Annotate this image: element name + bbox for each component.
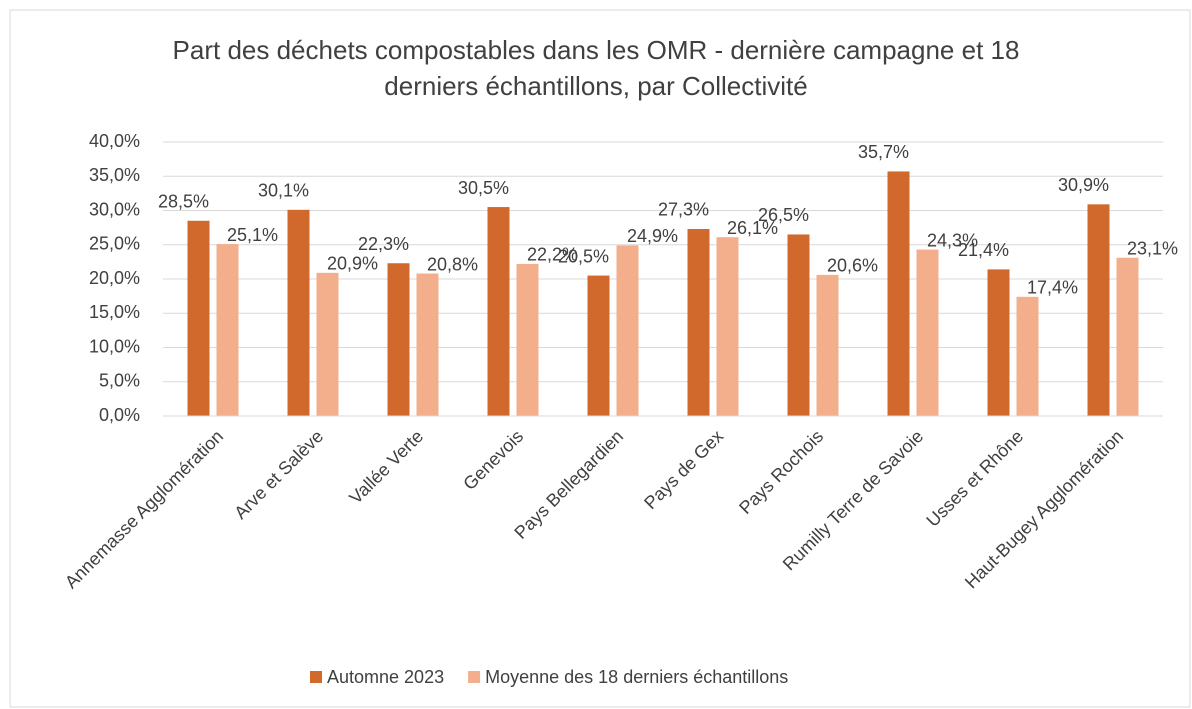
bar bbox=[1016, 296, 1039, 416]
bar bbox=[916, 249, 939, 416]
data-label: 20,6% bbox=[827, 256, 878, 276]
y-tick-label: 15,0% bbox=[89, 302, 140, 322]
data-label: 27,3% bbox=[658, 200, 709, 220]
data-label: 26,1% bbox=[727, 218, 778, 238]
bar bbox=[616, 245, 639, 416]
y-tick-label: 40,0% bbox=[89, 131, 140, 151]
data-label: 35,7% bbox=[858, 142, 909, 162]
bar bbox=[1116, 257, 1139, 416]
data-label: 20,9% bbox=[327, 254, 378, 274]
bar bbox=[887, 171, 910, 416]
data-label: 20,8% bbox=[427, 254, 478, 274]
legend-label: Automne 2023 bbox=[327, 667, 444, 687]
bar bbox=[316, 272, 339, 416]
legend-label: Moyenne des 18 derniers échantillons bbox=[485, 667, 788, 687]
bar bbox=[987, 269, 1010, 416]
bar bbox=[216, 244, 239, 416]
data-label: 25,1% bbox=[227, 225, 278, 245]
data-label: 22,2% bbox=[527, 245, 578, 265]
y-tick-label: 5,0% bbox=[99, 371, 140, 391]
bar bbox=[816, 274, 839, 416]
legend-swatch bbox=[468, 671, 481, 683]
chart-title: Part des déchets compostables dans les O… bbox=[173, 35, 1020, 101]
legend-swatch bbox=[310, 671, 322, 683]
bar bbox=[487, 207, 510, 416]
data-label: 30,5% bbox=[458, 178, 509, 198]
data-label: 28,5% bbox=[158, 192, 209, 212]
bar bbox=[387, 263, 410, 416]
bar bbox=[687, 228, 710, 416]
data-label: 24,3% bbox=[927, 230, 978, 250]
data-label: 24,9% bbox=[627, 226, 678, 246]
bar bbox=[287, 209, 310, 416]
data-label: 26,5% bbox=[758, 205, 809, 225]
y-tick-label: 20,0% bbox=[89, 268, 140, 288]
y-tick-label: 0,0% bbox=[99, 405, 140, 425]
bar bbox=[587, 275, 610, 416]
bar bbox=[516, 263, 539, 416]
bar bbox=[187, 220, 210, 416]
data-label: 21,4% bbox=[958, 240, 1009, 260]
data-label: 20,5% bbox=[558, 246, 609, 266]
bar bbox=[787, 234, 810, 416]
y-tick-label: 25,0% bbox=[89, 234, 140, 254]
data-label: 22,3% bbox=[358, 234, 409, 254]
bar bbox=[416, 273, 439, 416]
data-label: 23,1% bbox=[1127, 239, 1178, 259]
bar bbox=[1087, 204, 1110, 416]
data-label: 30,9% bbox=[1058, 175, 1109, 195]
data-label: 17,4% bbox=[1027, 278, 1078, 298]
bar bbox=[716, 237, 739, 416]
y-tick-label: 35,0% bbox=[89, 165, 140, 185]
y-tick-label: 10,0% bbox=[89, 336, 140, 356]
data-label: 30,1% bbox=[258, 181, 309, 201]
y-tick-label: 30,0% bbox=[89, 199, 140, 219]
